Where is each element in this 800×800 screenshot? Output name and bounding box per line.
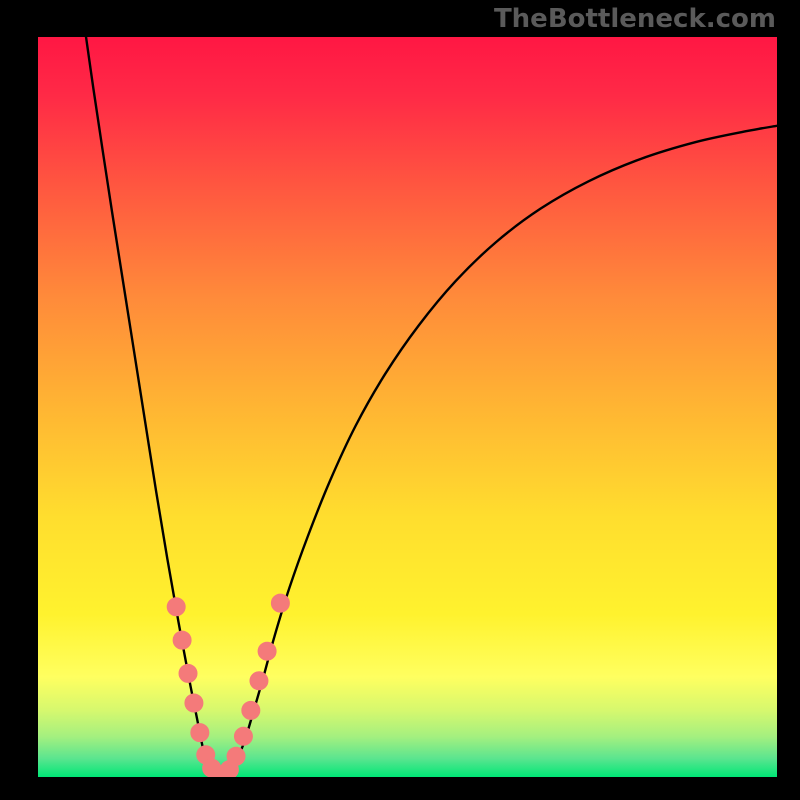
- marker-point: [191, 724, 209, 742]
- marker-point: [185, 694, 203, 712]
- marker-point: [173, 631, 191, 649]
- marker-point: [234, 727, 252, 745]
- marker-point: [179, 664, 197, 682]
- marker-point: [227, 747, 245, 765]
- right-curve: [220, 126, 777, 777]
- left-curve: [86, 37, 220, 777]
- chart-canvas: TheBottleneck.com: [0, 0, 800, 800]
- marker-point: [258, 642, 276, 660]
- marker-point: [271, 594, 289, 612]
- marker-point: [242, 701, 260, 719]
- marker-point: [250, 672, 268, 690]
- marker-point: [167, 598, 185, 616]
- chart-overlay: [0, 0, 800, 800]
